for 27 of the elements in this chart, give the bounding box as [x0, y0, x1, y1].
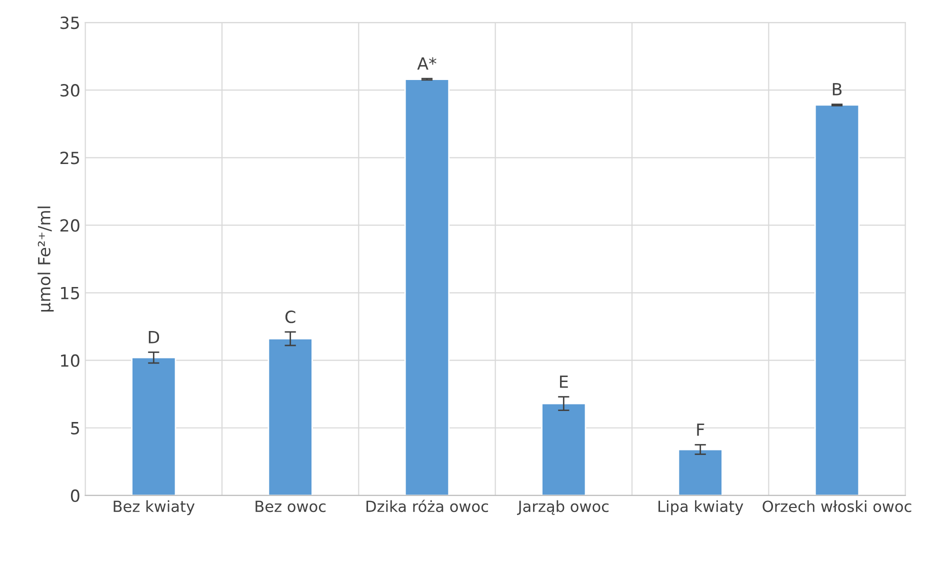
bar — [404, 78, 450, 496]
bar — [814, 104, 860, 496]
annotation: E — [560, 376, 568, 388]
y-axis-title: µmol Fe²⁺/ml — [38, 206, 54, 312]
bar — [541, 402, 586, 496]
y-tick-label: 20 — [60, 219, 80, 232]
bar — [131, 356, 176, 496]
bar — [268, 338, 313, 496]
y-tick-label: 10 — [61, 354, 80, 367]
x-tick-label: Jarząb owoc — [517, 500, 609, 515]
x-tick-label: Lipa kwiaty — [658, 500, 744, 516]
annotation: C — [285, 310, 296, 324]
x-tick-label: Bez kwiaty — [114, 500, 195, 516]
x-tick-label: Orzech włoski owoc — [762, 500, 912, 512]
annotation: F — [697, 424, 704, 436]
x-tick-label: Dzika róża owoc — [366, 500, 488, 512]
x-tick-label: Bez owoc — [256, 500, 326, 512]
y-tick-label: 25 — [60, 152, 80, 164]
y-tick-label: 15 — [61, 286, 80, 300]
y-tick-label: 30 — [60, 84, 80, 97]
annotation: A* — [417, 57, 436, 70]
annotation: B — [832, 83, 842, 96]
bar — [678, 448, 723, 496]
y-tick-label: 0 — [70, 489, 80, 502]
annotation: D — [148, 331, 160, 344]
y-tick-label: 5 — [71, 422, 80, 434]
y-tick-label: 35 — [60, 16, 80, 30]
